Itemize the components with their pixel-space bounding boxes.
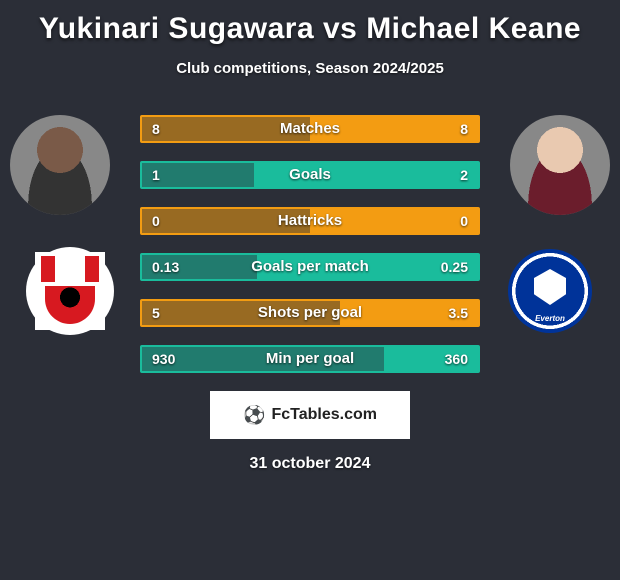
player-right-avatar — [510, 115, 610, 215]
stat-row-matches: Matches88 — [140, 115, 480, 143]
stat-bars: Matches88 Goals12 Hattricks00 Goals per mat… — [140, 115, 480, 373]
comparison-panel: Everton Matches88 Goals12 Hattricks00 Goals… — [0, 115, 620, 473]
date-label: 31 october 2024 — [0, 455, 620, 473]
stat-bar-left — [142, 163, 254, 187]
subtitle: Club competitions, Season 2024/2025 — [0, 60, 620, 77]
stat-bar-right — [310, 209, 478, 233]
stat-bar-right — [340, 301, 478, 325]
player-left-avatar — [10, 115, 110, 215]
stat-bar-right — [310, 117, 478, 141]
everton-crest-icon: Everton — [508, 249, 592, 333]
stat-row-gpm: Goals per match0.130.25 — [140, 253, 480, 281]
stat-bar-left — [142, 117, 310, 141]
stat-bar-left — [142, 301, 340, 325]
club-left-crest — [26, 247, 114, 335]
brand-text: FcTables.com — [271, 406, 377, 424]
brand-logo-icon: ⚽ — [243, 405, 265, 426]
avatar-placeholder-icon — [10, 115, 110, 215]
stat-row-spg: Shots per goal53.5 — [140, 299, 480, 327]
stat-bar-right — [254, 163, 478, 187]
stat-bar-right — [257, 255, 478, 279]
stat-bar-left — [142, 209, 310, 233]
southampton-crest-icon — [35, 252, 105, 330]
club-right-crest: Everton — [506, 247, 594, 335]
everton-crest-text: Everton — [508, 314, 592, 323]
stat-bar-right — [384, 347, 478, 371]
stat-row-hattricks: Hattricks00 — [140, 207, 480, 235]
stat-row-mpg: Min per goal930360 — [140, 345, 480, 373]
page-title: Yukinari Sugawara vs Michael Keane — [0, 0, 620, 46]
brand-badge: ⚽ FcTables.com — [210, 391, 410, 439]
stat-bar-left — [142, 255, 257, 279]
avatar-placeholder-icon — [510, 115, 610, 215]
stat-row-goals: Goals12 — [140, 161, 480, 189]
stat-bar-left — [142, 347, 384, 371]
